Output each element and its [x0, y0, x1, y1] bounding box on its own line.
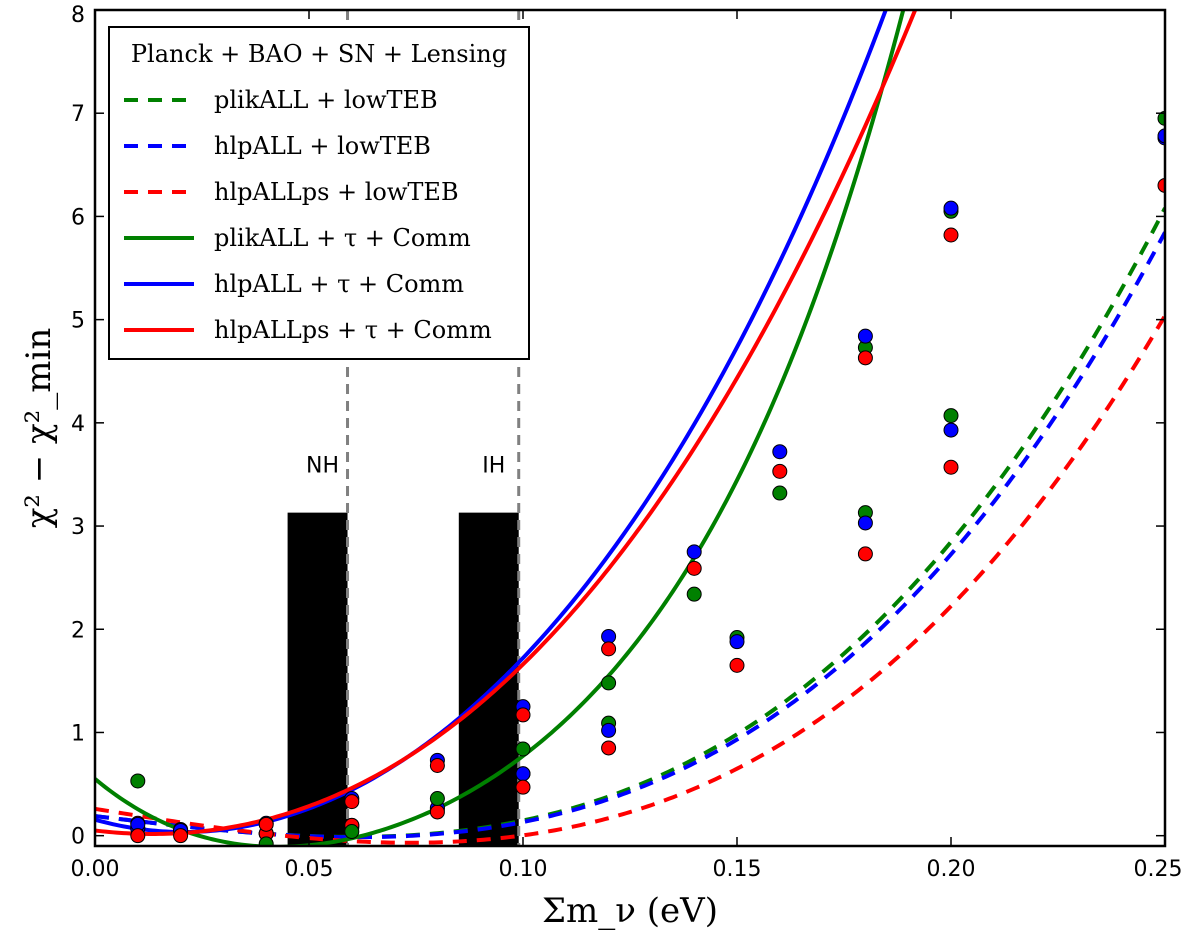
point-hlpallps-lowteb-d-4 [429, 804, 445, 820]
point-hlpall-comm-s-11 [1157, 128, 1165, 144]
legend-label-2: hlpALLps + lowTEB [214, 178, 459, 206]
point-plikall-lowteb-d-9 [943, 408, 959, 424]
x-tick-label-3: 0.15 [713, 857, 762, 882]
y-tick-label-3: 3 [71, 515, 85, 540]
point-hlpallps-lowteb-d-5 [515, 779, 531, 795]
point-plikall-comm-s-2 [258, 836, 274, 846]
point-hlpallps-comm-s-7 [686, 560, 702, 576]
point-plikall-comm-s-6 [601, 675, 617, 691]
point-hlpall-lowteb-d-6 [601, 722, 617, 738]
point-hlpallps-lowteb-d-8 [857, 546, 873, 562]
curve-plikall-comm-solid [95, 10, 906, 846]
curve-hlpallps-comm-solid [95, 10, 918, 836]
point-hlpallps-comm-s-8 [772, 463, 788, 479]
point-hlpallps-lowteb-d-9 [943, 459, 959, 475]
point-hlpallps-comm-s-1 [173, 828, 189, 844]
y-tick-label-7: 7 [71, 102, 85, 127]
point-hlpallps-lowteb-d-10 [1157, 177, 1165, 193]
axis-ticks: 0.00 0.05 0.10 0.15 0.20 0.25 0 1 2 3 4 5 6 7 8 [71, 3, 1183, 882]
point-hlpall-comm-s-8 [772, 444, 788, 460]
legend-title: Planck + BAO + SN + Lensing [131, 40, 507, 68]
point-hlpallps-lowteb-d-7 [729, 657, 745, 673]
point-plikall-comm-s-3 [344, 824, 360, 840]
data-points [130, 110, 1165, 846]
y-tick-label-6: 6 [71, 205, 85, 230]
point-hlpall-lowteb-d-8 [857, 515, 873, 531]
point-hlpall-comm-s-7 [686, 544, 702, 560]
band-label-nh: NH [306, 454, 339, 479]
y-tick-label-2: 2 [71, 618, 85, 643]
legend: Planck + BAO + SN + Lensing plikALL + low… [108, 26, 530, 360]
x-tick-label-1: 0.05 [285, 857, 334, 882]
point-hlpallps-comm-s-0 [130, 828, 146, 844]
x-tick-label-2: 0.10 [499, 857, 548, 882]
band-nh [287, 512, 348, 846]
point-plikall-comm-s-4 [429, 791, 445, 807]
point-hlpall-comm-s-10 [943, 200, 959, 216]
point-hlpallps-comm-s-5 [515, 707, 531, 723]
legend-label-4: hlpALL + τ + Comm [214, 270, 464, 298]
y-axis-title: χ² − χ²_min [19, 328, 59, 529]
point-hlpallps-comm-s-9 [857, 350, 873, 366]
x-tick-label-0: 0.00 [71, 857, 120, 882]
axis-titles: Σm_ν (eV) χ² − χ²_min [19, 328, 718, 931]
point-hlpallps-lowteb-d-6 [601, 740, 617, 756]
legend-label-0: plikALL + lowTEB [214, 86, 438, 114]
y-tick-label-5: 5 [71, 309, 85, 334]
y-tick-label-1: 1 [71, 721, 85, 746]
x-tick-label-4: 0.20 [927, 857, 976, 882]
point-hlpall-comm-s-9 [857, 328, 873, 344]
legend-label-1: hlpALL + lowTEB [214, 132, 431, 160]
y-tick-label-0: 0 [71, 825, 85, 850]
plot-border [93, 8, 1167, 848]
point-plikall-comm-s-8 [772, 485, 788, 501]
point-hlpall-lowteb-d-7 [729, 634, 745, 650]
y-tick-label-8: 8 [71, 3, 85, 28]
x-axis-title: Σm_ν (eV) [542, 891, 718, 931]
legend-label-5: hlpALLps + τ + Comm [214, 316, 492, 344]
legend-label-3: plikALL + τ + Comm [214, 224, 471, 252]
point-plikall-comm-s-5 [515, 741, 531, 757]
point-hlpall-lowteb-d-9 [943, 422, 959, 438]
point-plikall-comm-s-0 [130, 773, 146, 789]
band-labels: NH IH [306, 454, 505, 479]
point-hlpallps-comm-s-4 [429, 757, 445, 773]
point-hlpallps-comm-s-6 [601, 641, 617, 657]
curve-hlpall-comm-solid [95, 10, 888, 835]
band-ih [458, 512, 519, 846]
point-plikall-comm-s-7 [686, 586, 702, 602]
plot-frame [93, 8, 1167, 848]
point-hlpallps-comm-s-10 [943, 227, 959, 243]
point-hlpallps-comm-s-3 [344, 794, 360, 810]
band-label-ih: IH [482, 454, 505, 479]
point-hlpallps-comm-s-2 [258, 816, 274, 832]
y-tick-label-4: 4 [71, 412, 85, 437]
point-plikall-lowteb-d-10 [1157, 110, 1165, 126]
point-hlpall-lowteb-d-5 [515, 766, 531, 782]
x-tick-label-5: 0.25 [1134, 857, 1183, 882]
